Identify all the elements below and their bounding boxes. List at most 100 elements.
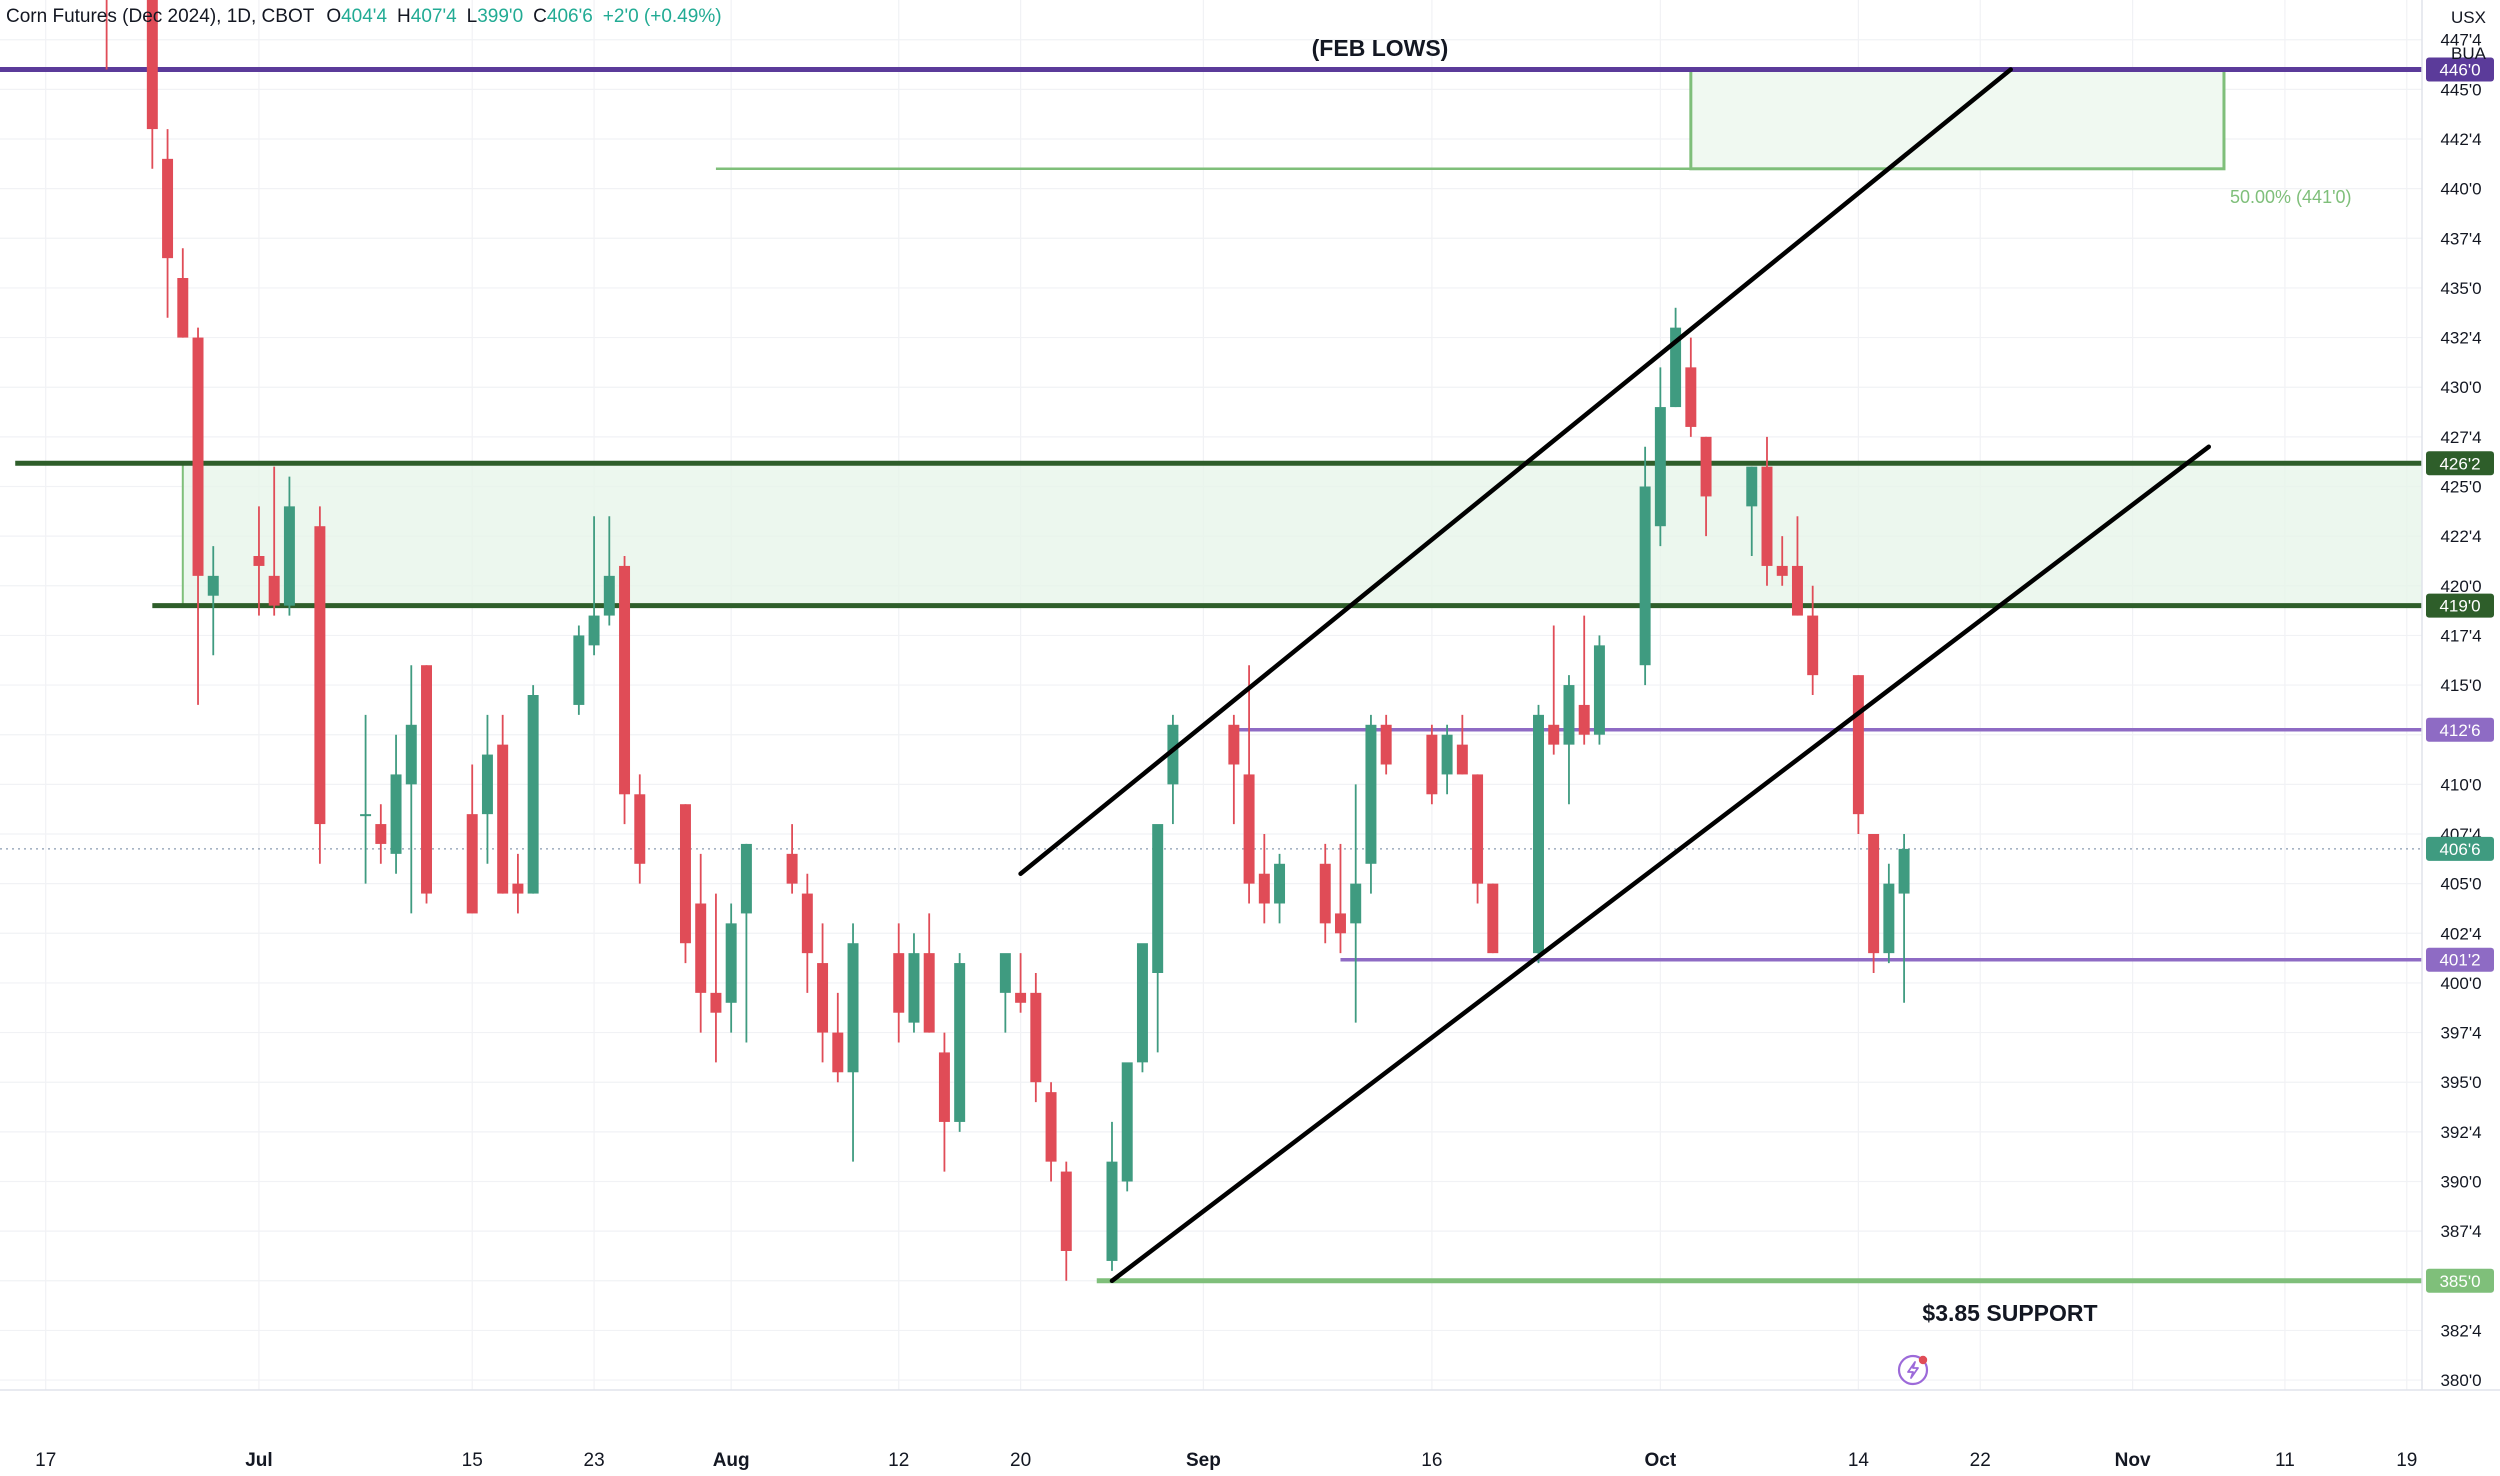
candle (1350, 784, 1362, 1023)
price-tag: 412'6 (2439, 721, 2480, 740)
price-tag-bg (2426, 57, 2494, 82)
candle-body (1350, 883, 1362, 924)
candle (421, 665, 432, 904)
price-tag: 426'2 (2439, 454, 2480, 473)
candle (1060, 1161, 1072, 1281)
time-tick-label: Oct (1645, 1450, 1677, 1471)
candle (1533, 704, 1544, 964)
candle (1380, 714, 1392, 775)
candle-body (253, 556, 265, 566)
candle-body (619, 565, 631, 795)
candle-body (1228, 724, 1240, 765)
candle (1776, 536, 1788, 586)
candle (1167, 714, 1179, 825)
candle (1654, 367, 1666, 547)
unit-label[interactable]: BUA (2451, 44, 2486, 63)
candle-body (1365, 724, 1377, 864)
candle (1487, 883, 1499, 954)
candle-body (832, 1032, 844, 1073)
high-value: 407'4 (410, 6, 457, 27)
candle-body (512, 883, 524, 894)
candle (283, 476, 295, 616)
price-tick-label: 420'0 (2440, 577, 2481, 596)
candle (923, 913, 935, 1033)
candle-body (938, 1052, 950, 1122)
candle (1441, 724, 1453, 795)
candle (512, 853, 524, 914)
alert-icon[interactable] (1897, 1354, 1929, 1386)
candle-body (1685, 367, 1697, 427)
price-tick-label: 405'0 (2440, 875, 2481, 894)
time-axis[interactable]: 17 Jul 15 23 Aug 12 20 Sep 16 Oct 14 22 Nov 11 19 (0, 1389, 2500, 1471)
fib-box-zone (1689, 68, 2226, 171)
candle (725, 903, 737, 1033)
candle (1791, 516, 1803, 616)
candle (1593, 635, 1605, 745)
candle (603, 516, 615, 626)
annotations-layer: (FEB LOWS) $3.85 SUPPORT 50.00% (441'0) (1312, 35, 2352, 1326)
candle-body (1593, 645, 1605, 735)
candle-body (1700, 436, 1712, 497)
candle-body (1548, 724, 1560, 745)
candle-body (695, 903, 707, 993)
current-price-tag: 406'6 (2439, 840, 2480, 859)
candle (1472, 774, 1484, 904)
price-tag-bg (2426, 1268, 2494, 1293)
time-tick-label: Aug (713, 1450, 750, 1471)
candle-body (1746, 466, 1758, 507)
low-value: 399'0 (477, 6, 524, 27)
candle (1883, 863, 1895, 964)
grid (0, 0, 2422, 1390)
candle (1456, 714, 1468, 775)
price-tick-label: 397'4 (2440, 1024, 2481, 1043)
price-tick-label: 382'4 (2440, 1321, 2481, 1340)
zones-layer (181, 68, 2422, 606)
candle (1685, 337, 1697, 437)
price-tick-label: 402'4 (2440, 924, 2481, 943)
candle (1746, 466, 1758, 556)
candle-body (573, 635, 585, 705)
candle-body (999, 953, 1011, 993)
time-tick-label: 20 (1010, 1450, 1031, 1471)
price-axis[interactable]: 380'0 382'4 385'0 387'4 390'0 392'4 395'0 397'4… (2421, 0, 2482, 1390)
candle-body (527, 695, 539, 894)
candle (390, 734, 402, 874)
price-tick-label: 437'4 (2440, 229, 2481, 248)
candle (1548, 625, 1560, 755)
candle-body (146, 0, 158, 130)
candle (619, 556, 631, 825)
fib-level-label: 50.00% (441'0) (2230, 187, 2352, 207)
time-tick-label: 22 (1970, 1450, 1991, 1471)
candle-body (466, 814, 478, 914)
candle (1121, 1062, 1133, 1192)
price-tag-bg (2426, 451, 2494, 476)
candle (253, 506, 265, 616)
candle-body (207, 575, 219, 596)
channel-lines-layer (1018, 67, 2211, 1284)
candle-body (1487, 883, 1499, 954)
candle (786, 824, 798, 894)
candle (954, 953, 966, 1132)
candle-body (1243, 774, 1255, 884)
close-label: C (533, 6, 547, 27)
candle-body (1121, 1062, 1133, 1182)
price-tick-label: 417'4 (2440, 626, 2481, 645)
candle (1319, 843, 1331, 944)
time-tick-label: 23 (584, 1450, 605, 1471)
price-tick-label: 440'0 (2440, 180, 2481, 199)
price-tag-bg (2426, 717, 2494, 742)
candle (527, 685, 539, 894)
currency-label[interactable]: USX (2451, 8, 2486, 27)
candle (938, 1032, 950, 1172)
candle-body (268, 575, 280, 606)
candle (1334, 843, 1346, 954)
price-tag: 385'0 (2439, 1272, 2480, 1291)
candle (893, 923, 905, 1043)
feb-lows-annotation: (FEB LOWS) (1312, 35, 1449, 61)
price-tick-label: 400'0 (2440, 974, 2481, 993)
candle-body (1578, 704, 1590, 735)
candle-body (1563, 685, 1575, 745)
time-tick-label: 15 (462, 1450, 483, 1471)
candle (1868, 834, 1880, 973)
